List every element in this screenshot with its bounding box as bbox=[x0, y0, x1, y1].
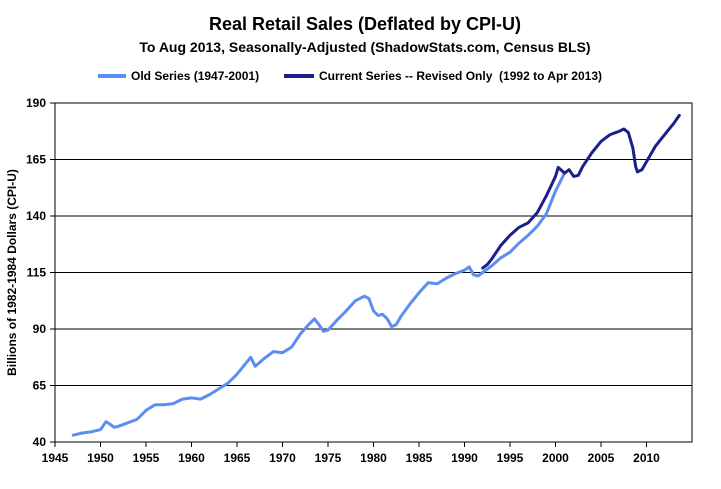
y-tick-label-165: 165 bbox=[26, 153, 46, 167]
y-axis-ticks: 40 65 90 115 140 165 190 bbox=[26, 96, 55, 449]
plot-area-frame bbox=[54, 102, 693, 443]
y-tick-label-190: 190 bbox=[26, 96, 46, 110]
y-tick-label-115: 115 bbox=[27, 266, 47, 280]
x-tick-label-1955: 1955 bbox=[133, 451, 160, 465]
x-tick-label-1975: 1975 bbox=[315, 451, 342, 465]
x-tick-label-1945: 1945 bbox=[42, 451, 69, 465]
x-tick-label-1970: 1970 bbox=[269, 451, 296, 465]
x-tick-label-1960: 1960 bbox=[178, 451, 205, 465]
x-tick-label-1980: 1980 bbox=[360, 451, 387, 465]
y-tick-label-40: 40 bbox=[33, 435, 47, 449]
y-tick-label-90: 90 bbox=[33, 322, 47, 336]
chart-subtitle: To Aug 2013, Seasonally-Adjusted (Shadow… bbox=[139, 39, 590, 55]
chart-title: Real Retail Sales (Deflated by CPI-U) bbox=[209, 14, 521, 34]
y-tick-label-65: 65 bbox=[33, 379, 47, 393]
x-tick-label-2000: 2000 bbox=[542, 451, 569, 465]
y-tick-label-140: 140 bbox=[26, 209, 46, 223]
legend-label-current-series: Current Series -- Revised Only (1992 to … bbox=[319, 69, 602, 83]
x-tick-label-1995: 1995 bbox=[497, 451, 524, 465]
series-line-old bbox=[71, 171, 567, 437]
y-axis-label: Billions of 1982-1984 Dollars (CPI-U) bbox=[5, 169, 19, 376]
x-tick-label-2005: 2005 bbox=[588, 451, 615, 465]
x-tick-label-2010: 2010 bbox=[633, 451, 660, 465]
legend-label-old-series: Old Series (1947-2001) bbox=[131, 69, 259, 83]
x-axis-ticks: 1945 1950 1955 1960 1965 1970 1975 1980 1985 1990… bbox=[42, 442, 660, 465]
x-tick-label-1985: 1985 bbox=[406, 451, 433, 465]
legend: Old Series (1947-2001) Current Series --… bbox=[98, 69, 602, 83]
series-line-current bbox=[481, 113, 681, 270]
x-tick-label-1990: 1990 bbox=[451, 451, 478, 465]
x-tick-label-1950: 1950 bbox=[87, 451, 114, 465]
series-layer bbox=[71, 113, 681, 437]
x-tick-label-1965: 1965 bbox=[224, 451, 251, 465]
